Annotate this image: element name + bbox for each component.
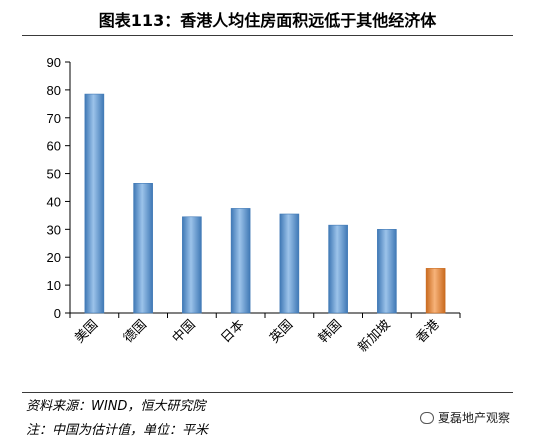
bar-8 <box>425 268 446 314</box>
x-category-label: 德国 <box>120 317 149 346</box>
watermark-text: 夏磊地产观察 <box>438 411 511 425</box>
x-category-label: 中国 <box>169 317 198 346</box>
chart-title-block: 图表113：香港人均住房面积远低于其他经济体 <box>0 0 535 36</box>
y-tick-label: 30 <box>47 222 61 237</box>
chart-title: 图表113：香港人均住房面积远低于其他经济体 <box>98 11 437 30</box>
unit-note: 注：中国为估计值，单位：平米 <box>26 423 209 438</box>
bar-7 <box>377 229 397 314</box>
bar-3 <box>182 216 202 314</box>
x-category-label: 新加坡 <box>355 317 393 355</box>
title-underline <box>22 35 513 36</box>
watermark: 夏磊地产观察 <box>420 409 510 426</box>
y-tick-label: 90 <box>47 55 61 70</box>
source-note: 资料来源：WIND，恒大研究院 <box>26 399 206 414</box>
y-tick-label: 60 <box>47 139 61 154</box>
bar-1 <box>84 93 105 314</box>
footer-divider <box>22 392 513 393</box>
bar-chart: 0 10 20 30 40 50 60 70 80 90 美国 德国 中国 日本 英国 韩国 新加坡 香港 <box>47 55 461 355</box>
y-tick-label: 40 <box>47 194 61 209</box>
bar-4 <box>230 208 251 314</box>
x-category-label: 美国 <box>71 317 100 346</box>
y-tick-label: 0 <box>54 306 61 321</box>
x-category-label: 香港 <box>413 317 442 346</box>
y-tick-label: 80 <box>47 83 61 98</box>
wechat-icon <box>420 411 434 424</box>
y-tick-label: 10 <box>47 278 61 293</box>
bar-2 <box>133 183 153 314</box>
y-tick-label: 70 <box>47 111 61 126</box>
y-tick-label: 20 <box>47 250 61 265</box>
bar-6 <box>328 224 348 314</box>
bar-5 <box>279 213 300 314</box>
y-tick-label: 50 <box>47 167 61 182</box>
x-category-label: 日本 <box>218 317 247 346</box>
x-category-label: 英国 <box>266 317 295 346</box>
x-category-label: 韩国 <box>315 317 344 346</box>
